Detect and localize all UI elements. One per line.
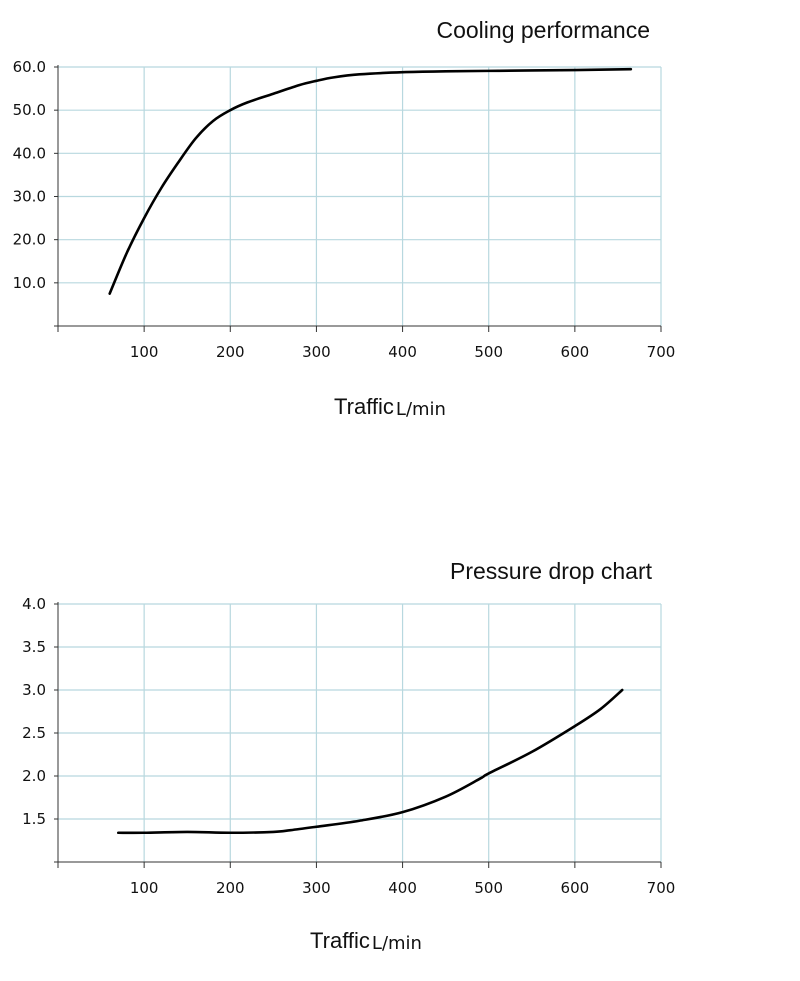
x-tick-label: 600 [561, 879, 590, 897]
x-axis-label-unit: L/min [372, 933, 422, 954]
y-tick-label: 40.0 [13, 144, 46, 162]
axes [54, 602, 662, 868]
x-axis-label-unit: L/min [396, 399, 446, 420]
x-tick-label: 200 [216, 879, 245, 897]
x-tick-label: 400 [388, 879, 417, 897]
y-tick-label: 2.5 [22, 724, 46, 742]
x-tick-labels: 100 200 300 400 500 600 700 [130, 879, 675, 897]
y-tick-label: 60.0 [13, 58, 46, 76]
x-tick-label: 300 [302, 343, 331, 361]
y-tick-label: 3.0 [22, 681, 46, 699]
y-tick-labels: 1.5 2.0 2.5 3.0 3.5 4.0 [22, 595, 46, 828]
x-tick-label: 100 [130, 343, 159, 361]
x-axis-label: Traffic L/min [334, 394, 446, 420]
y-tick-label: 2.0 [22, 767, 46, 785]
x-tick-label: 400 [388, 343, 417, 361]
x-tick-label: 500 [474, 343, 503, 361]
y-tick-label: 30.0 [13, 188, 46, 206]
x-tick-label: 600 [561, 343, 590, 361]
cooling-performance-chart: Cooling performance 10.0 20.0 30.0 40.0 50.0… [13, 17, 676, 420]
y-tick-labels: 10.0 20.0 30.0 40.0 50.0 60.0 [13, 58, 46, 292]
chart-title: Pressure drop chart [450, 558, 653, 584]
x-tick-labels: 100 200 300 400 500 600 700 [130, 343, 675, 361]
x-tick-label: 200 [216, 343, 245, 361]
series-line [108, 67, 633, 295]
y-tick-label: 4.0 [22, 595, 46, 613]
x-axis-label-main: Traffic [310, 928, 370, 953]
y-tick-label: 1.5 [22, 810, 46, 828]
x-axis-label-main: Traffic [334, 394, 394, 419]
series-line [117, 688, 624, 835]
y-tick-label: 50.0 [13, 101, 46, 119]
pressure-drop-chart: Pressure drop chart 1.5 2.0 2.5 3.0 3.5 4.0 1… [22, 558, 675, 954]
x-tick-label: 700 [647, 343, 676, 361]
y-tick-label: 10.0 [13, 274, 46, 292]
x-tick-label: 500 [474, 879, 503, 897]
grid [58, 603, 662, 862]
x-tick-label: 700 [647, 879, 676, 897]
x-tick-label: 300 [302, 879, 331, 897]
axes [54, 65, 662, 332]
y-tick-label: 3.5 [22, 638, 46, 656]
x-axis-label: Traffic L/min [310, 928, 422, 954]
chart-title: Cooling performance [436, 17, 650, 43]
grid [58, 66, 662, 326]
x-tick-label: 100 [130, 879, 159, 897]
y-tick-label: 20.0 [13, 231, 46, 249]
